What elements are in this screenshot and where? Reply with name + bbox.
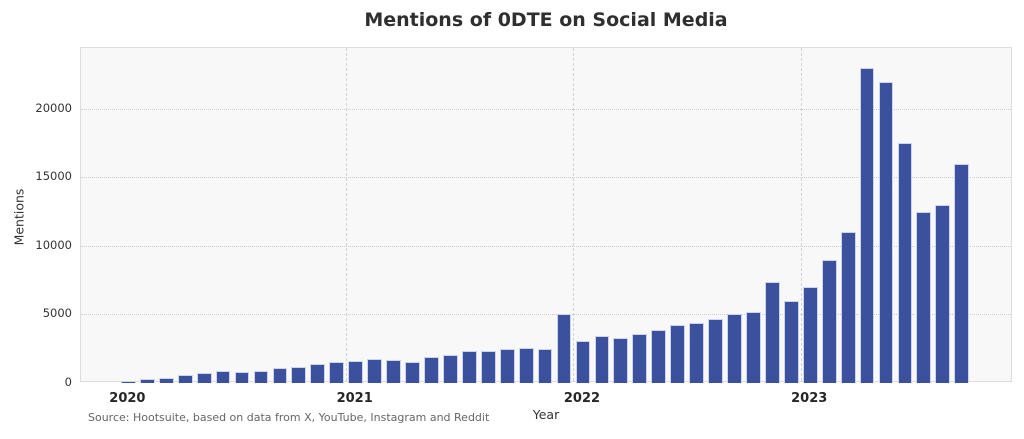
bar-2023-03	[840, 232, 856, 383]
y-tick-15000: 15000	[35, 169, 72, 184]
bar-2023-02	[821, 259, 837, 383]
bar-2021-12	[556, 314, 572, 383]
bar-2023-09	[954, 163, 970, 383]
y-tick-0: 0	[64, 375, 72, 389]
y-tick-20000: 20000	[35, 100, 72, 115]
bar-2022-09	[727, 314, 742, 383]
x-tick-2023: 2023	[791, 391, 828, 406]
bar-2023-07	[916, 211, 932, 383]
gridline-y-10000	[81, 245, 1011, 247]
bar-2020-07	[234, 372, 250, 383]
bar-2020-06	[215, 370, 231, 383]
bar-2021-09	[499, 349, 515, 383]
chart-title: Mentions of 0DTE on Social Media	[364, 9, 728, 31]
gridline-y-5000	[81, 314, 1011, 316]
bar-2021-01	[348, 361, 364, 383]
y-tick-10000: 10000	[35, 237, 72, 252]
x-tick-2022: 2022	[563, 391, 601, 406]
bar-2022-10	[746, 311, 761, 383]
plot-area	[80, 47, 1012, 383]
bar-2023-04	[859, 67, 875, 383]
bar-2023-06	[897, 143, 913, 383]
bar-2020-12	[329, 361, 345, 383]
gridline-year-boundary	[800, 48, 802, 381]
bar-2021-02	[367, 359, 383, 383]
bar-2022-04	[632, 334, 648, 383]
bar-2022-12	[783, 300, 799, 383]
source-note: Source: Hootsuite, based on data from X,…	[88, 411, 490, 424]
bar-2021-03	[386, 360, 401, 383]
gridline-y-20000	[81, 108, 1011, 110]
bar-2021-05	[424, 356, 439, 383]
bar-2020-10	[291, 366, 307, 383]
bar-2022-05	[651, 329, 667, 383]
x-axis-label: Year	[532, 407, 560, 422]
gridline-year-boundary	[346, 48, 348, 381]
bar-2021-07	[461, 350, 477, 383]
bar-2022-03	[613, 338, 629, 383]
bar-2022-07	[689, 322, 704, 383]
y-tick-5000: 5000	[42, 306, 72, 321]
bar-2020-11	[310, 363, 326, 383]
bar-2022-02	[594, 336, 610, 383]
bar-2023-01	[802, 287, 818, 383]
bar-2023-05	[878, 81, 894, 383]
bar-2020-01	[121, 380, 136, 383]
bar-2020-02	[139, 378, 155, 383]
bar-2021-11	[537, 348, 553, 383]
bar-2020-03	[158, 377, 174, 383]
bar-2023-08	[935, 204, 951, 383]
bar-2020-08	[253, 370, 269, 383]
gridline-year-boundary	[573, 48, 575, 381]
bar-2021-08	[480, 351, 496, 383]
bar-2022-08	[708, 318, 723, 383]
bar-2021-04	[405, 362, 420, 383]
bar-2020-09	[272, 367, 288, 383]
bar-2021-10	[518, 348, 534, 383]
bar-2021-06	[442, 354, 458, 383]
y-axis-label: Mentions	[11, 188, 27, 246]
x-tick-2021: 2021	[336, 391, 373, 406]
x-tick-2020: 2020	[109, 391, 146, 406]
bar-2020-05	[196, 372, 212, 383]
bar-2022-06	[670, 325, 686, 383]
bar-2022-01	[575, 340, 591, 383]
bar-2022-11	[764, 281, 780, 383]
bar-2020-04	[177, 375, 193, 383]
gridline-y-15000	[81, 177, 1011, 179]
